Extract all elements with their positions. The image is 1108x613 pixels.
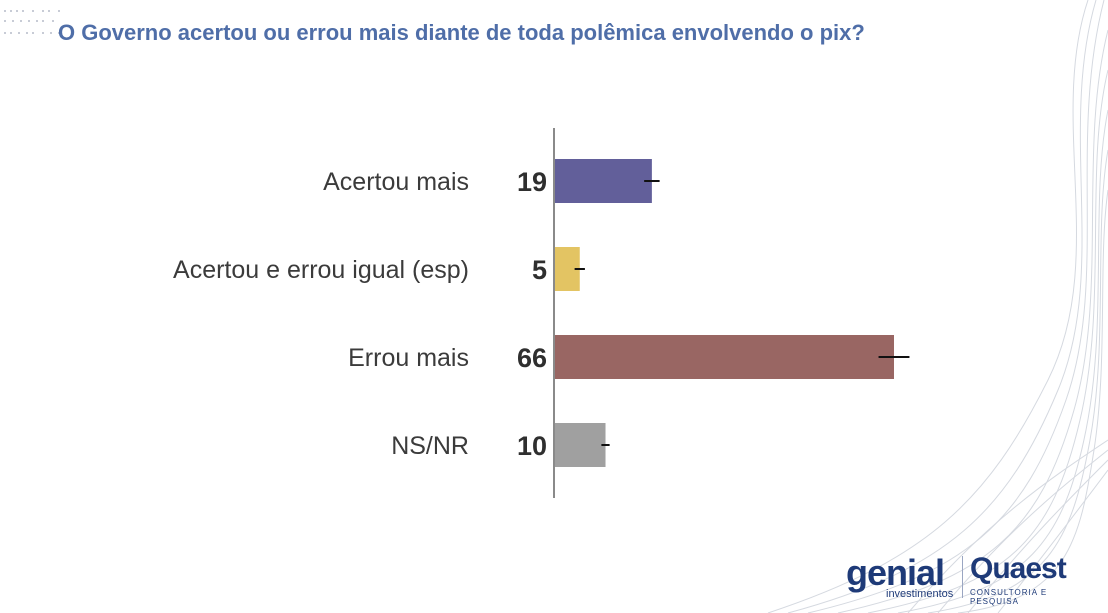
genial-logo: genial bbox=[846, 552, 945, 593]
genial-logo-sub: investimentos bbox=[886, 588, 954, 600]
quaest-logo-sub: CONSULTORIA E PESQUISA bbox=[970, 588, 1048, 606]
category-label-0: Acertou mais bbox=[323, 168, 469, 196]
chart-title: O Governo acertou ou errou mais diante d… bbox=[58, 20, 865, 45]
bar-0 bbox=[554, 159, 652, 203]
bars-group: Acertou mais 19 Acertou e errou igual (esp… bbox=[173, 159, 910, 467]
logos: genial investimentos Quaest CONSULTORIA … bbox=[842, 552, 1082, 606]
bar-2 bbox=[554, 335, 894, 379]
bar-3 bbox=[554, 423, 606, 467]
value-label-0: 19 bbox=[517, 167, 547, 197]
logo-divider bbox=[962, 556, 963, 598]
quaest-logo: Quaest bbox=[970, 552, 1067, 585]
value-label-3: 10 bbox=[517, 431, 547, 461]
value-label-2: 66 bbox=[517, 343, 547, 373]
wave-lines-decoration bbox=[767, 0, 1108, 613]
value-label-1: 5 bbox=[532, 255, 547, 285]
category-label-2: Errou mais bbox=[348, 344, 469, 372]
category-label-1: Acertou e errou igual (esp) bbox=[173, 256, 469, 284]
category-label-3: NS/NR bbox=[391, 432, 469, 460]
dot-pattern-decoration bbox=[4, 10, 60, 34]
